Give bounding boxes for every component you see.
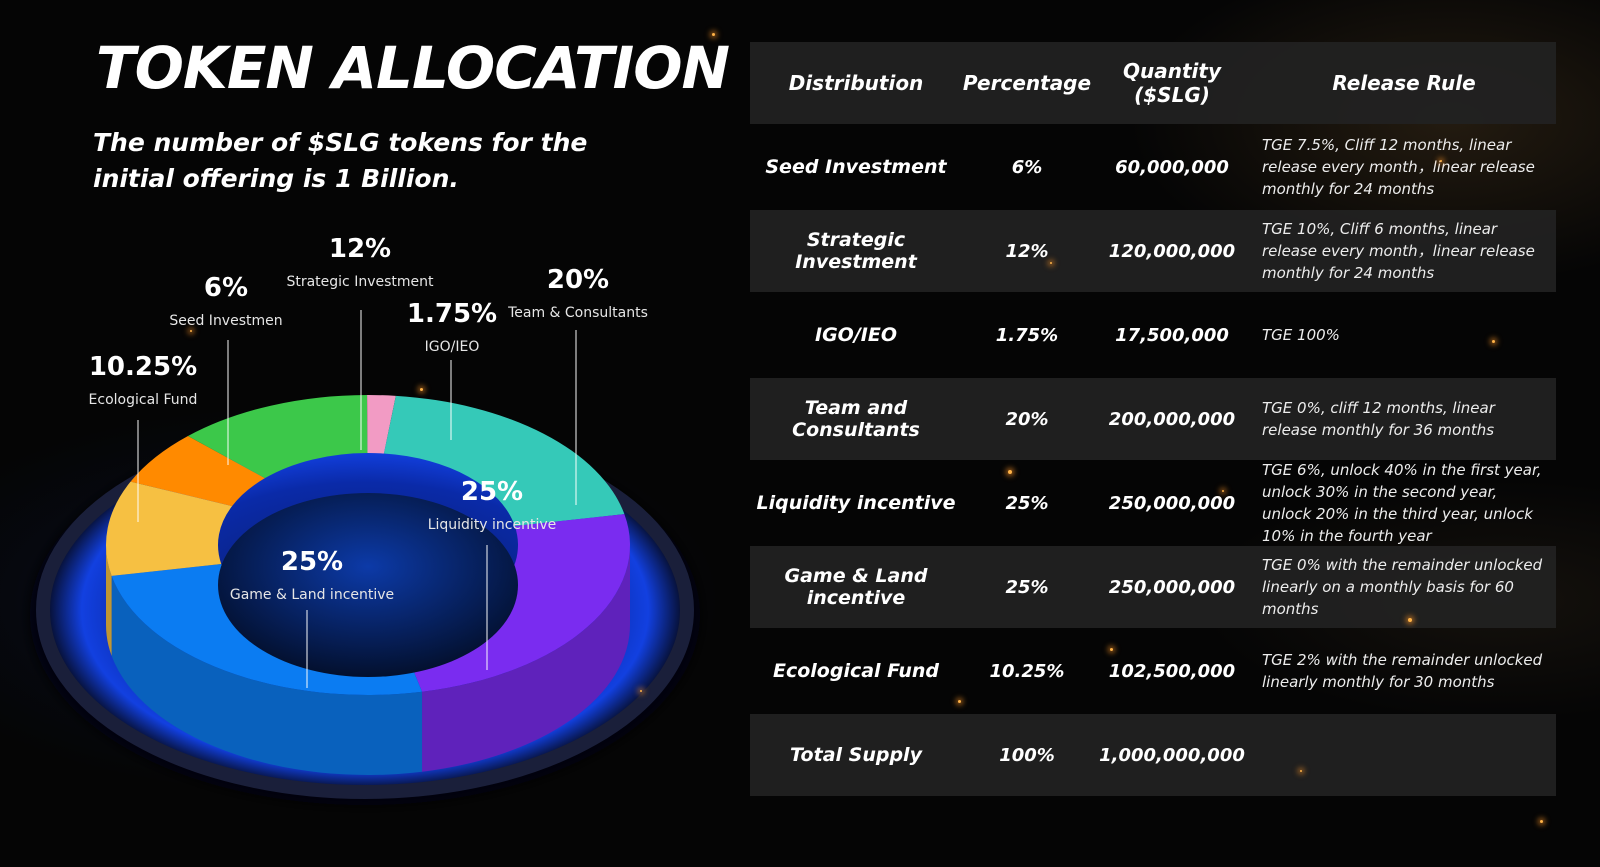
slice-percent-label: 10.25% (89, 352, 197, 382)
donut-slice-walls (106, 545, 630, 775)
allocation-table: Distribution Percentage Quantity ($SLG) … (750, 42, 1556, 798)
slice-name-label: Ecological Fund (89, 392, 198, 408)
cell-release-rule: TGE 7.5%, Cliff 12 months, linear releas… (1262, 136, 1535, 198)
cell-quantity: 60,000,000 (1115, 156, 1229, 178)
ember-particle (1222, 490, 1224, 492)
cell-percentage: 100% (999, 744, 1055, 766)
slice-team-consultants (383, 395, 625, 527)
cell-quantity: 17,500,000 (1115, 324, 1229, 346)
slice-name-label: IGO/IEO (425, 339, 480, 355)
slice-name-label: Game & Land incentive (230, 587, 394, 603)
table-row: Liquidity incentive 25% 250,000,000 TGE 6%,… (750, 461, 1556, 545)
cell-percentage: 20% (1005, 408, 1049, 430)
cell-quantity: 200,000,000 (1108, 408, 1236, 430)
page-title: TOKEN ALLOCATION (96, 34, 730, 102)
ember-particle (1050, 262, 1052, 264)
table-row: Team and Consultants 20% 200,000,000 TGE 0%… (750, 378, 1556, 460)
cell-quantity: 120,000,000 (1108, 240, 1236, 262)
table-row: Game & Land incentive 25% 250,000,000 TGE 0… (750, 546, 1556, 628)
ember-particle (1540, 820, 1543, 823)
header-percentage: Percentage (962, 71, 1092, 95)
slice-seed-investmen (130, 436, 265, 507)
table-row: Strategic Investment 12% 120,000,000 TGE 10… (750, 210, 1556, 292)
cell-percentage: 12% (1005, 240, 1049, 262)
cell-distribution: Ecological Fund (773, 660, 939, 682)
cell-release-rule: TGE 0%, cliff 12 months, linear release … (1262, 399, 1495, 439)
page-subtitle: The number of $SLG tokens for the initia… (93, 128, 588, 193)
slice-percent-label: 6% (204, 273, 248, 303)
table-row: Total Supply 100% 1,000,000,000 (750, 714, 1556, 796)
ember-particle (190, 330, 192, 332)
slice-wall (111, 575, 423, 775)
table-body: Seed Investment 6% 60,000,000 TGE 7.5%, Cli… (750, 126, 1556, 796)
cell-release-rule: TGE 100% (1262, 326, 1340, 344)
cell-distribution: Game & Land incentive (784, 565, 928, 609)
slice-name-label: Strategic Investment (286, 274, 434, 290)
label-leader-lines (137, 310, 577, 688)
slice-percent-label: 20% (547, 265, 609, 295)
cell-release-rule: TGE 6%, unlock 40% in the first year, un… (1262, 461, 1542, 545)
ember-particle (1110, 648, 1113, 651)
allocation-donut-chart: 6% Seed Investmen 12% Strategic Investment 1… (30, 234, 700, 805)
cell-percentage: 1.75% (995, 324, 1059, 346)
slice-labels: 6% Seed Investmen 12% Strategic Investment 1… (89, 234, 648, 603)
cell-percentage: 25% (1005, 576, 1049, 598)
ember-particle (1408, 618, 1412, 622)
ember-particle (640, 690, 642, 692)
table-row: Ecological Fund 10.25% 102,500,000 TGE 2% w… (750, 630, 1556, 712)
slice-name-label: Seed Investmen (169, 313, 282, 329)
cell-percentage: 6% (1011, 156, 1043, 178)
cell-distribution: Strategic Investment (795, 229, 917, 273)
cell-distribution: Liquidity incentive (756, 492, 956, 514)
ember-particle (1440, 160, 1442, 162)
slice-percent-label: 12% (329, 234, 391, 264)
ember-particle (1492, 340, 1495, 343)
slice-wall (422, 545, 630, 772)
cell-percentage: 25% (1005, 492, 1049, 514)
table-header-row: Distribution Percentage Quantity ($SLG) … (750, 42, 1556, 124)
ember-particle (712, 33, 715, 36)
cell-quantity: 1,000,000,000 (1099, 744, 1245, 766)
cell-quantity: 250,000,000 (1108, 492, 1236, 514)
cell-release-rule: TGE 0% with the remainder unlocked linea… (1262, 556, 1543, 618)
ember-particle (1008, 470, 1012, 474)
header-quantity: Quantity ($SLG) (1123, 59, 1221, 107)
slice-wall (106, 545, 112, 656)
header-release-rule: Release Rule (1332, 71, 1476, 95)
cell-quantity: 250,000,000 (1108, 576, 1236, 598)
cell-distribution: IGO/IEO (815, 324, 897, 346)
slice-igo-ieo (367, 395, 396, 454)
slice-name-label: Liquidity incentive (428, 517, 557, 533)
slice-percent-label: 1.75% (407, 299, 497, 329)
ember-particle (1300, 770, 1302, 772)
slice-strategic-investment (187, 395, 368, 479)
cell-distribution: Seed Investment (765, 156, 947, 178)
cell-release-rule: TGE 2% with the remainder unlocked linea… (1262, 651, 1543, 691)
table-row: IGO/IEO 1.75% 17,500,000 TGE 100% (750, 294, 1556, 376)
slice-name-label: Team & Consultants (507, 305, 648, 321)
cell-release-rule: TGE 10%, Cliff 6 months, linear release … (1262, 220, 1535, 282)
ember-particle (958, 700, 961, 703)
cell-percentage: 10.25% (989, 660, 1065, 682)
slice-percent-label: 25% (461, 477, 523, 507)
cell-quantity: 102,500,000 (1108, 660, 1236, 682)
header-distribution: Distribution (788, 71, 924, 95)
donut-hole (218, 493, 518, 677)
cell-distribution: Team and Consultants (792, 397, 920, 441)
ember-particle (420, 388, 423, 391)
table-row: Seed Investment 6% 60,000,000 TGE 7.5%, Cli… (750, 126, 1556, 208)
cell-distribution: Total Supply (790, 744, 922, 766)
slice-percent-label: 25% (281, 547, 343, 577)
